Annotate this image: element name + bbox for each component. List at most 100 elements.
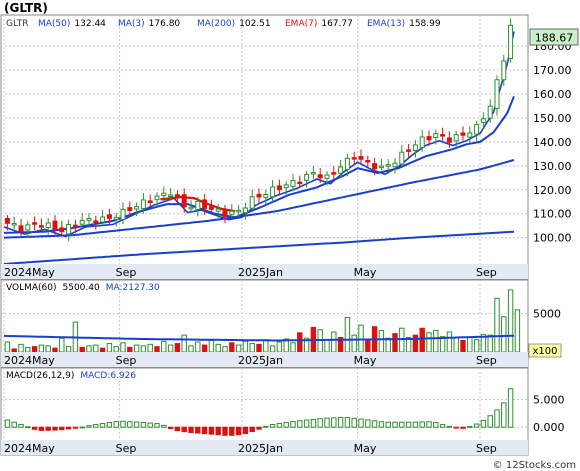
volume-last-value: 5500.40 <box>63 283 100 293</box>
volume-xtick-label: Sep <box>116 354 137 367</box>
volume-xtick-label: 2024May <box>4 354 55 367</box>
candle-body <box>412 144 418 151</box>
candle-body <box>392 162 398 168</box>
candle-body <box>508 24 514 60</box>
macd-histogram-bar <box>242 426 249 434</box>
macd-histogram-bar <box>167 426 174 429</box>
price-xtick-label: Sep <box>116 266 137 279</box>
macd-title: MACD(26,12,9) <box>6 371 74 381</box>
volume-bar <box>344 317 351 353</box>
macd-histogram-bar <box>222 426 228 436</box>
macd-histogram-bar <box>487 415 493 428</box>
volume-bar <box>256 343 262 353</box>
macd-histogram-bar <box>439 424 446 428</box>
volume-bar <box>106 343 113 353</box>
macd-histogram-bar <box>154 423 160 428</box>
candle-body <box>195 200 201 210</box>
macd-y-axis: 0.000 5.000 <box>533 393 565 434</box>
macd-histogram-bar <box>18 423 24 428</box>
macd-histogram-bar <box>371 420 378 428</box>
volume-bar <box>433 330 439 353</box>
volume-bar <box>365 339 371 353</box>
volume-bar <box>276 341 283 353</box>
macd-histogram-bar <box>181 426 187 433</box>
candle-body <box>480 118 486 123</box>
volume-bar <box>86 345 92 353</box>
volume-bar <box>188 345 194 353</box>
macd-histogram-bar <box>365 419 371 428</box>
volume-multiplier-label: x100 <box>532 346 557 357</box>
macd-histogram-bar <box>290 421 296 428</box>
macd-histogram-bar <box>337 416 344 428</box>
candle-body <box>127 207 133 211</box>
volume-bar <box>453 336 459 353</box>
macd-histogram-bar <box>324 417 330 428</box>
candle-body <box>440 134 446 137</box>
candle-body <box>52 220 58 230</box>
candle-body <box>453 134 459 142</box>
macd-xtick-label: 2025Jan <box>238 442 283 455</box>
chart-title: (GLTR) <box>4 1 48 15</box>
candle-body <box>385 164 391 167</box>
candle-body <box>467 132 473 138</box>
macd-histogram-bar <box>174 426 181 432</box>
macd-histogram-bar <box>467 426 473 428</box>
price-ytick-label: 130.00 <box>533 160 572 173</box>
macd-histogram-bar <box>256 426 262 430</box>
candle-body <box>406 149 412 152</box>
macd-histogram-bar <box>4 419 11 428</box>
volume-bar <box>154 346 160 353</box>
site-credit: © 12Stocks.com <box>493 460 576 471</box>
candle-body <box>256 193 262 198</box>
candle-body <box>120 208 126 221</box>
candle-body <box>134 206 140 210</box>
macd-histogram-bar <box>412 421 419 428</box>
legend-ticker: GLTR <box>6 19 29 29</box>
candle-body <box>399 151 405 165</box>
candle-body <box>147 200 153 203</box>
volume-bar <box>399 327 405 353</box>
macd-histogram-bar <box>161 424 167 428</box>
macd-histogram-bar <box>72 426 79 429</box>
volume-bar <box>140 345 147 353</box>
candle-body <box>501 60 507 81</box>
candle-body <box>208 206 214 210</box>
legend-ma50: MA(50) 132.44 <box>38 19 106 29</box>
candle-body <box>93 220 99 224</box>
macd-histogram-bar <box>378 421 385 428</box>
volume-bar <box>4 341 11 353</box>
candle-body <box>18 225 24 232</box>
price-ytick-label: 140.00 <box>533 136 572 149</box>
volume-bar <box>215 343 221 353</box>
volume-bar <box>419 327 425 353</box>
price-x-axis: 2024May Sep 2025Jan May Sep <box>4 266 497 279</box>
price-candles <box>4 18 514 241</box>
macd-histogram-bar <box>385 421 391 428</box>
candle-body <box>154 195 160 201</box>
candle-body <box>460 132 466 136</box>
last-price-label: 188.67 <box>535 32 574 45</box>
candle-body <box>181 194 187 208</box>
macd-histogram-bar <box>507 388 514 428</box>
volume-bar <box>25 346 31 353</box>
macd-x-axis: 2024May Sep 2025Jan May Sep <box>4 442 497 455</box>
volume-bar <box>263 339 269 353</box>
macd-histogram-bar <box>31 426 38 430</box>
macd-histogram-bar <box>494 409 500 428</box>
legend-ema13: EMA(13) 158.99 <box>367 19 441 29</box>
candle-body <box>338 166 344 174</box>
macd-histogram-bar <box>310 418 317 428</box>
macd-histogram-bar <box>405 421 412 428</box>
macd-histogram-bar <box>249 426 255 433</box>
macd-histogram-bar <box>419 421 425 428</box>
volume-bar <box>351 334 357 353</box>
volume-y-axis: 5000 <box>533 308 561 321</box>
candle-body <box>324 174 330 179</box>
svg-text:MACD(26,12,9)MACD:6.926: MACD(26,12,9) MACD:6.926 <box>6 371 136 381</box>
macd-histogram-bar <box>106 422 113 428</box>
volume-bar <box>501 316 507 353</box>
volume-bar <box>18 343 24 353</box>
macd-histogram-bar <box>208 426 215 435</box>
volume-bar <box>52 347 58 353</box>
